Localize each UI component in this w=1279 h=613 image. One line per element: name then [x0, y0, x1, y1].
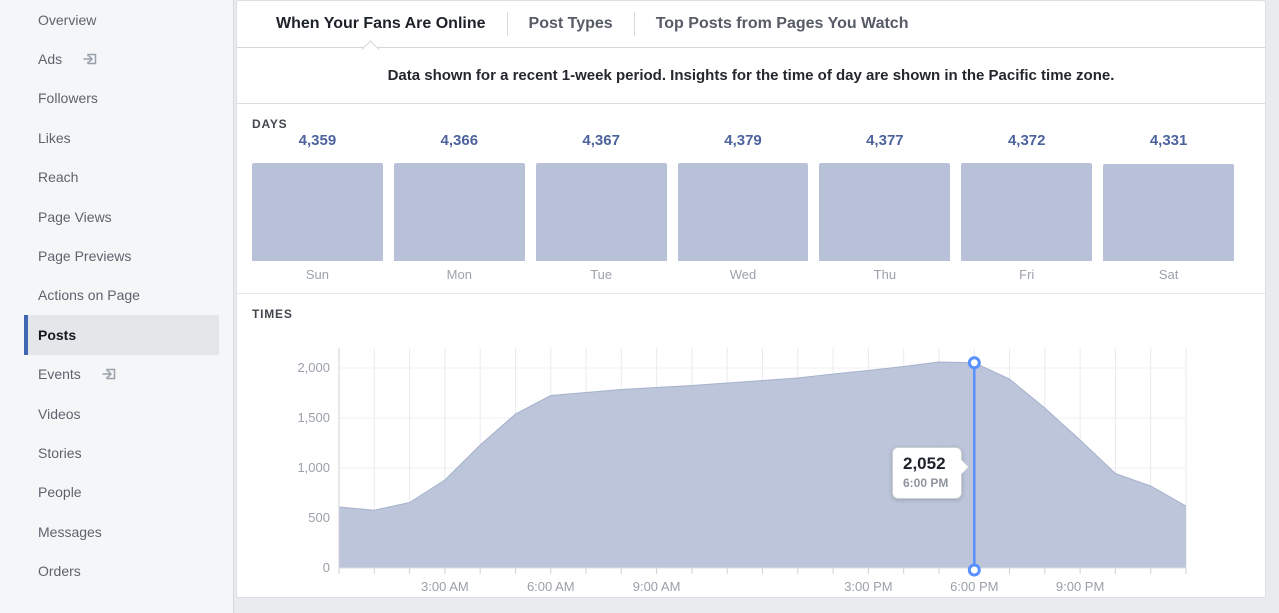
day-bar-track [1103, 156, 1235, 261]
day-bar[interactable] [961, 163, 1093, 261]
tab-divider [633, 12, 635, 36]
day-bar-track [252, 156, 383, 261]
tab-divider [506, 12, 508, 36]
svg-text:6:00 AM: 6:00 AM [527, 579, 575, 594]
sidebar-item-label: Videos [38, 405, 81, 422]
day-column-fri[interactable]: 4,372 Fri [961, 132, 1093, 287]
sidebar-item-likes[interactable]: Likes [0, 118, 233, 157]
notice-text: Data shown for a recent 1-week period. I… [387, 67, 1115, 84]
day-label: Mon [446, 267, 472, 282]
svg-text:3:00 AM: 3:00 AM [421, 579, 469, 594]
sidebar-item-stories[interactable]: Stories [0, 433, 233, 472]
sidebar: Overview Ads Followers Likes Reach Page Views… [0, 0, 234, 613]
chart-tooltip: 2,052 6:00 PM [892, 447, 962, 499]
day-value: 4,331 [1149, 132, 1188, 149]
day-column-sat[interactable]: 4,331 Sat [1103, 132, 1235, 287]
sidebar-item-reach[interactable]: Reach [0, 158, 233, 197]
sidebar-item-label: Followers [38, 90, 98, 107]
day-column-wed[interactable]: 4,379 Wed [677, 132, 809, 287]
day-column-mon[interactable]: 4,366 Mon [393, 132, 525, 287]
tabs-bar: When Your Fans Are Online Post Types Top P… [237, 1, 1265, 59]
sidebar-item-actions-on-page[interactable]: Actions on Page [0, 276, 233, 315]
tab-top-posts-from-pages-you-watch[interactable]: Top Posts from Pages You Watch [655, 15, 909, 32]
sidebar-item-label: Page Previews [38, 248, 132, 265]
svg-text:0: 0 [323, 560, 330, 575]
sidebar-list: Overview Ads Followers Likes Reach Page Views… [0, 0, 233, 591]
day-label: Fri [1019, 267, 1035, 282]
day-value: 4,377 [866, 132, 904, 149]
svg-text:1,500: 1,500 [297, 410, 330, 425]
day-column-thu[interactable]: 4,377 Thu [819, 132, 951, 287]
svg-text:2,000: 2,000 [297, 360, 330, 375]
day-bar[interactable] [393, 163, 525, 261]
days-section-label: DAYS [252, 117, 288, 131]
sidebar-item-label: Likes [38, 129, 71, 146]
tooltip-time: 6:00 PM [903, 476, 949, 490]
day-bar-track [677, 156, 809, 261]
day-column-tue[interactable]: 4,367 Tue [535, 132, 667, 287]
svg-text:500: 500 [308, 510, 330, 525]
sidebar-item-label: Messages [38, 523, 102, 540]
sidebar-item-label: Actions on Page [38, 287, 140, 304]
day-label: Wed [729, 267, 757, 282]
sidebar-item-label: Posts [38, 326, 77, 343]
day-bar[interactable] [677, 163, 809, 261]
sidebar-item-posts[interactable]: Posts [24, 315, 219, 355]
sidebar-item-label: Events [38, 366, 81, 383]
external-link-icon [83, 53, 97, 65]
day-value: 4,372 [1007, 132, 1046, 149]
sidebar-item-label: Orders [38, 563, 81, 580]
sidebar-item-ads[interactable]: Ads [0, 39, 233, 78]
sidebar-item-label: People [38, 484, 82, 501]
day-label: Sat [1158, 267, 1179, 282]
svg-text:9:00 PM: 9:00 PM [1056, 579, 1104, 594]
sidebar-item-followers[interactable]: Followers [0, 79, 233, 118]
day-value: 4,379 [724, 132, 762, 149]
day-bar[interactable] [535, 163, 667, 261]
day-label: Tue [590, 267, 613, 282]
sidebar-item-label: Overview [38, 11, 97, 28]
day-bar[interactable] [819, 163, 951, 261]
tooltip-value: 2,052 [903, 454, 946, 473]
sidebar-item-label: Stories [38, 444, 82, 461]
svg-text:1,000: 1,000 [297, 460, 330, 475]
day-value: 4,359 [298, 132, 337, 149]
tab-when-your-fans-are-online[interactable]: When Your Fans Are Online [276, 15, 486, 32]
day-column-sun[interactable]: 4,359 Sun [252, 132, 383, 287]
day-bar[interactable] [1103, 164, 1235, 261]
sidebar-item-label: Ads [38, 51, 63, 68]
sidebar-item-label: Reach [38, 169, 79, 186]
day-bar-track [535, 156, 667, 261]
sidebar-item-messages[interactable]: Messages [0, 512, 233, 551]
sidebar-item-overview[interactable]: Overview [0, 0, 233, 39]
svg-text:6:00 PM: 6:00 PM [950, 579, 998, 594]
notice-bar: Data shown for a recent 1-week period. I… [237, 48, 1265, 104]
sidebar-item-orders[interactable]: Orders [0, 551, 233, 590]
days-section: DAYS 4,359 Sun 4,366 Mon 4,367 Tue 4,379 Wed 4,3… [237, 104, 1265, 294]
day-value: 4,367 [582, 132, 620, 149]
svg-text:3:00 PM: 3:00 PM [844, 579, 892, 594]
tab-post-types[interactable]: Post Types [528, 15, 613, 32]
svg-text:9:00 AM: 9:00 AM [633, 579, 681, 594]
sidebar-item-events[interactable]: Events [0, 355, 233, 394]
times-area-chart[interactable]: 0 500 1,000 1,500 2,000 3:00 AM 6:00 AM 9:00 AM… [237, 294, 1267, 597]
external-link-icon [102, 368, 116, 380]
day-label: Thu [873, 267, 897, 282]
sidebar-item-page-previews[interactable]: Page Previews [0, 236, 233, 275]
day-bar-track [961, 156, 1093, 261]
day-bar-track [819, 156, 951, 261]
day-bar-track [393, 156, 525, 261]
insights-panel: When Your Fans Are Online Post Types Top P… [236, 0, 1266, 598]
day-bar[interactable] [252, 163, 383, 261]
sidebar-item-page-views[interactable]: Page Views [0, 197, 233, 236]
sidebar-item-label: Page Views [38, 208, 112, 225]
sidebar-item-videos[interactable]: Videos [0, 394, 233, 433]
day-value: 4,366 [440, 132, 479, 149]
times-section-label: TIMES [252, 307, 293, 321]
day-label: Sun [305, 267, 329, 282]
days-bar-chart: 4,359 Sun 4,366 Mon 4,367 Tue 4,379 Wed 4,377 Thu… [252, 132, 1235, 287]
times-section: TIMES 0 500 1,000 1,500 2,000 3:00 AM 6:00 AM 9… [237, 294, 1265, 597]
sidebar-item-people[interactable]: People [0, 473, 233, 512]
